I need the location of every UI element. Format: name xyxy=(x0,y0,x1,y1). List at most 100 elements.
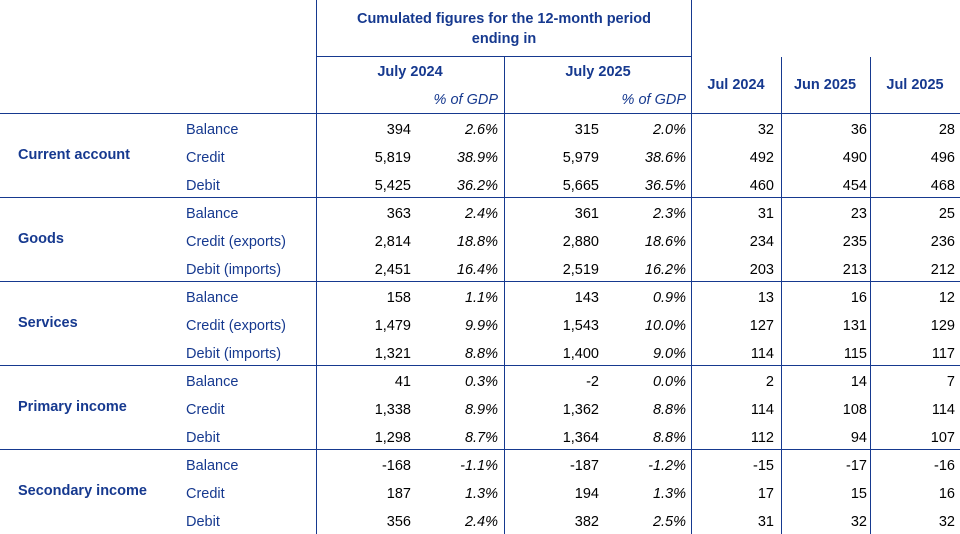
pct-gdp-2025: -1.2% xyxy=(648,458,686,474)
value-eur-2024: 2,451 xyxy=(374,262,411,278)
value-jul-2025: 28 xyxy=(938,122,955,138)
value-jul-2024: 203 xyxy=(749,262,774,278)
value-eur-2025: 143 xyxy=(574,290,599,306)
section-divider xyxy=(0,281,960,282)
period-header: July 2025 xyxy=(565,64,631,80)
value-jul-2024: 17 xyxy=(757,486,774,502)
value-jul-2025: 107 xyxy=(930,430,955,446)
pct-gdp-2024: 2.6% xyxy=(464,122,498,138)
value-jun-2025: 131 xyxy=(842,318,867,334)
value-eur-2025: 194 xyxy=(574,486,599,502)
value-jul-2025: 114 xyxy=(931,402,955,418)
row-label: Debit (imports) xyxy=(186,262,282,278)
section-label: Goods xyxy=(18,231,64,247)
pct-gdp-2024: 1.1% xyxy=(464,290,498,306)
value-eur-2025: 5,979 xyxy=(562,150,599,166)
value-jul-2025: 16 xyxy=(938,486,955,502)
value-eur-2024: 2,814 xyxy=(374,234,411,250)
pct-gdp-2025: 38.6% xyxy=(644,150,686,166)
value-jun-2025: 235 xyxy=(842,234,867,250)
row-label: Balance xyxy=(186,290,239,306)
value-eur-2024: 5,425 xyxy=(374,178,411,194)
section-divider xyxy=(0,449,960,450)
value-jul-2024: 127 xyxy=(749,318,774,334)
row-label: Debit (imports) xyxy=(186,346,282,362)
pct-gdp-2025: 1.3% xyxy=(652,486,686,502)
value-eur-2024: 158 xyxy=(386,290,411,306)
month-divider xyxy=(781,57,782,534)
value-eur-2024: 394 xyxy=(386,122,411,138)
pct-gdp-2024: 8.7% xyxy=(464,430,498,446)
row-label: Credit xyxy=(186,150,225,166)
cumulated-left-border xyxy=(316,0,317,534)
pct-gdp-2024: 18.8% xyxy=(456,234,498,250)
row-label: Credit xyxy=(186,402,225,418)
value-jul-2024: 114 xyxy=(750,346,774,362)
pct-gdp-header: % of GDP xyxy=(433,92,498,108)
value-jun-2025: 94 xyxy=(850,430,867,446)
value-jul-2025: 32 xyxy=(938,514,955,530)
value-eur-2024: 1,338 xyxy=(374,402,411,418)
month-header: Jun 2025 xyxy=(793,77,857,93)
pct-gdp-2025: 8.8% xyxy=(652,402,686,418)
pct-gdp-2025: 18.6% xyxy=(644,234,686,250)
row-label: Credit xyxy=(186,486,225,502)
value-eur-2025: 2,519 xyxy=(562,262,599,278)
value-eur-2025: 5,665 xyxy=(562,178,599,194)
value-eur-2025: 315 xyxy=(574,122,599,138)
value-jun-2025: 108 xyxy=(842,402,867,418)
value-jun-2025: 36 xyxy=(850,122,867,138)
value-jun-2025: 213 xyxy=(842,262,867,278)
value-jul-2025: 212 xyxy=(930,262,955,278)
value-eur-2024: -168 xyxy=(381,458,411,474)
value-eur-2025: -187 xyxy=(569,458,599,474)
header-bottom-rule xyxy=(0,113,960,114)
pct-gdp-2024: 8.8% xyxy=(464,346,498,362)
value-jul-2025: 236 xyxy=(930,234,955,250)
value-jul-2024: 460 xyxy=(749,178,774,194)
value-jul-2025: 7 xyxy=(946,374,955,390)
section-divider xyxy=(0,365,960,366)
value-eur-2025: -2 xyxy=(586,374,599,390)
row-label: Debit xyxy=(186,178,220,194)
pct-gdp-2025: 16.2% xyxy=(644,262,686,278)
pct-gdp-2025: 36.5% xyxy=(644,178,686,194)
value-eur-2024: 1,321 xyxy=(374,346,411,362)
month-header: Jul 2024 xyxy=(707,77,765,93)
value-jul-2024: 114 xyxy=(750,402,774,418)
value-eur-2025: 1,364 xyxy=(562,430,599,446)
row-label: Credit (exports) xyxy=(186,318,286,334)
value-eur-2025: 1,400 xyxy=(562,346,599,362)
value-jul-2024: 492 xyxy=(749,150,774,166)
value-jun-2025: -17 xyxy=(846,458,867,474)
pct-gdp-2024: 38.9% xyxy=(456,150,498,166)
value-jun-2025: 32 xyxy=(850,514,867,530)
value-eur-2025: 2,880 xyxy=(562,234,599,250)
section-label: Services xyxy=(18,315,78,331)
pct-gdp-2024: 0.3% xyxy=(464,374,498,390)
section-label: Primary income xyxy=(18,399,127,415)
value-jul-2025: 468 xyxy=(930,178,955,194)
period-header: July 2024 xyxy=(377,64,443,80)
pct-gdp-2025: 8.8% xyxy=(652,430,686,446)
monthly-left-border xyxy=(691,0,692,534)
period-divider xyxy=(504,57,505,534)
value-jul-2025: 12 xyxy=(938,290,955,306)
value-jun-2025: 115 xyxy=(843,346,867,362)
pct-gdp-2024: 8.9% xyxy=(464,402,498,418)
section-label: Secondary income xyxy=(18,483,147,499)
value-eur-2025: 1,543 xyxy=(562,318,599,334)
value-jul-2024: 234 xyxy=(749,234,774,250)
pct-gdp-2025: 0.9% xyxy=(652,290,686,306)
pct-gdp-2025: 2.0% xyxy=(652,122,686,138)
value-jul-2024: 32 xyxy=(757,122,774,138)
row-label: Balance xyxy=(186,458,239,474)
value-jul-2024: 13 xyxy=(757,290,774,306)
month-divider xyxy=(870,57,871,534)
row-label: Debit xyxy=(186,514,220,530)
value-jul-2025: -16 xyxy=(934,458,955,474)
value-eur-2024: 363 xyxy=(386,206,411,222)
pct-gdp-2025: 9.0% xyxy=(652,346,686,362)
value-jun-2025: 454 xyxy=(842,178,867,194)
